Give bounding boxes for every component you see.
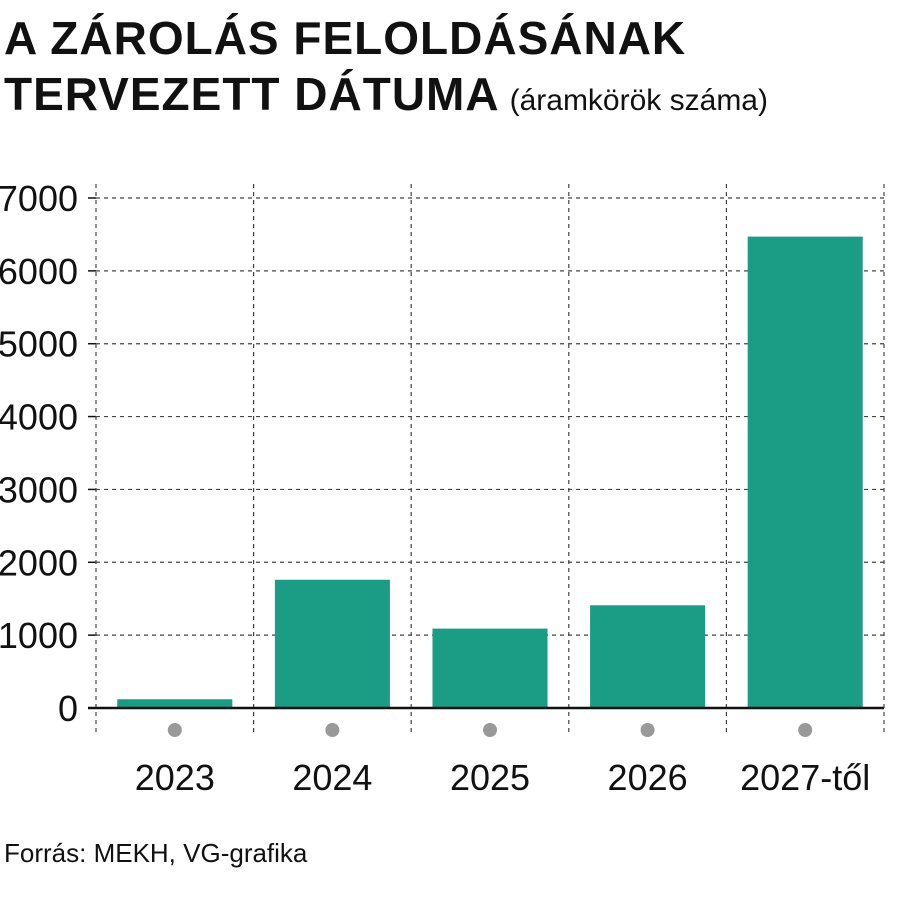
y-tick-label: 1000 <box>0 615 78 656</box>
x-tick-label: 2023 <box>135 757 215 798</box>
x-tick-label: 2027-től <box>740 757 870 798</box>
y-tick-label: 3000 <box>0 469 78 510</box>
title-line-2: TERVEZETT DÁTUMA (áramkörök száma) <box>4 66 768 129</box>
category-dot <box>798 723 813 737</box>
bar-2023 <box>117 699 233 708</box>
bar-2027-től <box>747 236 863 708</box>
bar-2024 <box>274 579 390 708</box>
title-line-1: A ZÁROLÁS FELOLDÁSÁNAK <box>4 12 687 64</box>
category-dot <box>167 723 182 737</box>
chart-title: A ZÁROLÁS FELOLDÁSÁNAK TERVEZETT DÁTUMA (… <box>4 10 768 129</box>
x-tick-label: 2024 <box>292 757 372 798</box>
y-tick-label: 7000 <box>0 178 78 219</box>
y-tick-label: 4000 <box>0 397 78 438</box>
y-tick-label: 0 <box>58 688 78 729</box>
bar-2025 <box>432 628 548 708</box>
category-dot <box>325 723 340 737</box>
source-note: Forrás: MEKH, VG-grafika <box>4 838 308 868</box>
category-dot <box>640 723 655 737</box>
title-line-2-text: TERVEZETT DÁTUMA <box>4 68 500 120</box>
bar-chart: 0 1000 2000 3000 4000 5000 6000 7000 2023 2024 202… <box>0 178 885 798</box>
x-tick-label: 2025 <box>450 757 530 798</box>
x-tick-label: 2026 <box>608 757 688 798</box>
chart-subtitle: (áramkörök száma) <box>509 84 768 117</box>
y-tick-label: 2000 <box>0 542 78 583</box>
category-dot <box>483 723 497 737</box>
bar-2026 <box>590 605 706 708</box>
y-tick-label: 5000 <box>0 324 78 365</box>
y-tick-label: 6000 <box>0 251 78 292</box>
